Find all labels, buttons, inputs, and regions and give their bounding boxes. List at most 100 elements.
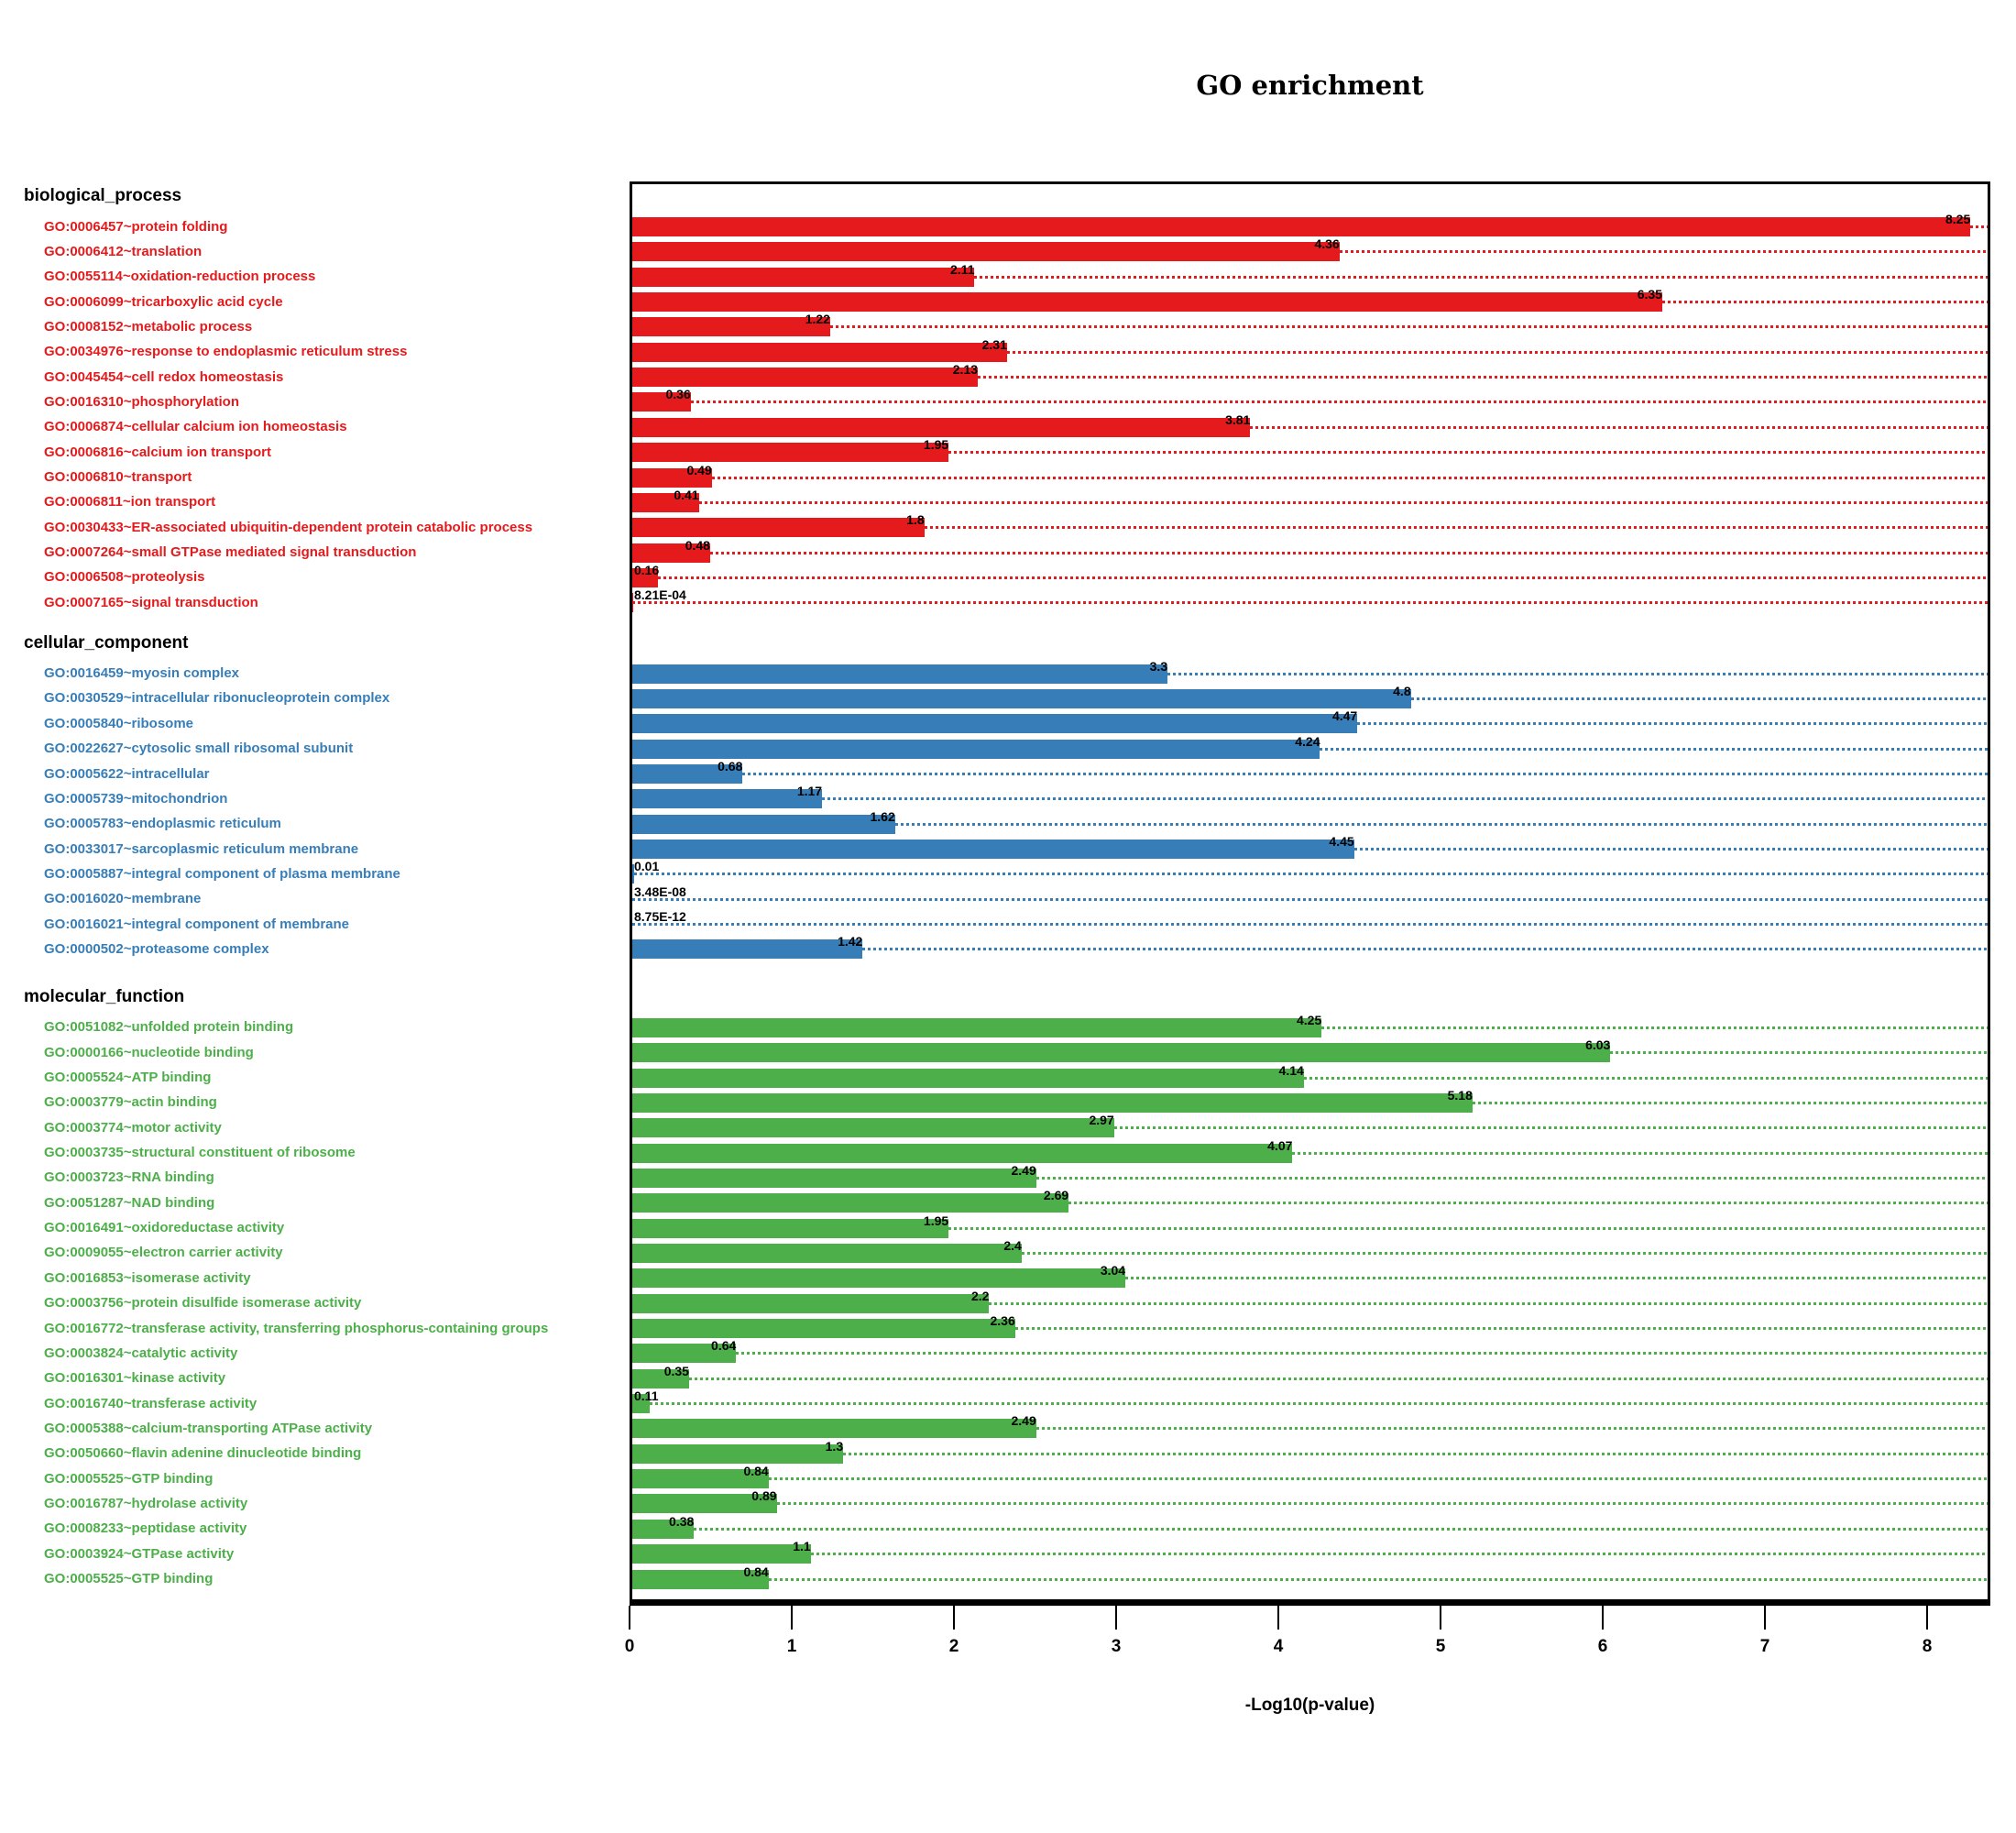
bar — [632, 267, 975, 287]
value-label: 8.25 — [1945, 212, 1971, 226]
leader-line — [633, 873, 1988, 876]
term-label: GO:0006816~calcium ion transport — [44, 444, 272, 460]
term-label: GO:0033017~sarcoplasmic reticulum membra… — [44, 840, 359, 857]
tick-label: 3 — [1111, 1637, 1122, 1656]
value-label: 1.1 — [793, 1539, 811, 1554]
term-label: GO:0016491~oxidoreductase activity — [44, 1220, 285, 1236]
leader-line — [1068, 1202, 1988, 1205]
chart-title: GO enrichment — [1196, 70, 1424, 101]
value-label: 0.41 — [674, 487, 699, 502]
value-label: 0.36 — [665, 387, 691, 402]
bar-row: 2.11 — [632, 262, 1988, 287]
leader-line — [948, 1226, 1988, 1230]
leader-line — [948, 451, 1988, 455]
bar — [632, 664, 1168, 684]
term-label: GO:0005525~GTP binding — [44, 1571, 214, 1586]
bar-row: 1.8 — [632, 512, 1988, 538]
term-label: GO:0005525~GTP binding — [44, 1470, 214, 1487]
bar-row: 8.75E-12 — [632, 909, 1988, 934]
term-label: GO:0050660~flavin adenine dinucleotide b… — [44, 1445, 362, 1462]
value-label: 3.3 — [1149, 658, 1168, 674]
bar-row: 2.2 — [632, 1289, 1988, 1313]
value-label: 4.36 — [1314, 236, 1340, 252]
bar-row: 1.3 — [632, 1439, 1988, 1464]
leader-line — [632, 923, 1988, 927]
term-label: GO:0005388~calcium-transporting ATPase a… — [44, 1420, 373, 1436]
leader-line — [736, 1352, 1988, 1356]
leader-line — [1339, 250, 1988, 254]
bar-row: 0.01 — [632, 859, 1988, 884]
leader-line — [1661, 301, 1988, 304]
term-label: GO:0016021~integral component of membran… — [44, 916, 350, 932]
leader-line — [694, 1527, 1988, 1531]
value-label: 4.8 — [1393, 683, 1411, 698]
bar — [632, 543, 710, 563]
bar — [632, 1544, 811, 1564]
leader-line — [658, 576, 1988, 579]
term-label: GO:0051082~unfolded protein binding — [44, 1019, 294, 1036]
leader-line — [1021, 1251, 1988, 1255]
leader-line — [1125, 1277, 1988, 1280]
tick-label: 5 — [1435, 1637, 1446, 1656]
tick-label: 1 — [786, 1637, 797, 1656]
bar-row: 0.41 — [632, 488, 1988, 512]
leader-line — [862, 948, 1988, 951]
leader-line — [650, 1402, 1988, 1406]
term-label: GO:0045454~cell redox homeostasis — [44, 368, 284, 385]
value-label: 2.49 — [1011, 1162, 1036, 1178]
term-label: GO:0003824~catalytic activity — [44, 1345, 238, 1361]
leader-line — [1321, 1026, 1988, 1029]
leader-line — [1410, 697, 1988, 700]
term-label: GO:0006810~transport — [44, 469, 192, 485]
value-label: 4.45 — [1329, 834, 1354, 850]
value-label: 2.2 — [970, 1288, 990, 1303]
bar — [632, 1419, 1036, 1439]
value-label: 0.64 — [711, 1338, 737, 1354]
leader-line — [1353, 848, 1988, 851]
bar — [632, 1168, 1036, 1188]
bar — [632, 1268, 1126, 1289]
bar — [632, 1143, 1293, 1163]
value-label: 1.17 — [796, 784, 823, 799]
bar-row: 0.38 — [632, 1514, 1988, 1539]
leader-line — [978, 376, 1988, 379]
bar — [632, 1394, 651, 1414]
tick-mark — [1115, 1606, 1117, 1630]
term-label: GO:0009055~electron carrier activity — [44, 1245, 283, 1261]
value-label: 2.36 — [990, 1313, 1015, 1328]
term-label: GO:0003924~GTPase activity — [44, 1545, 235, 1562]
bar-row: 0.36 — [632, 387, 1988, 412]
bar — [632, 368, 978, 388]
term-label: GO:0003735~structural constituent of rib… — [44, 1145, 356, 1161]
term-label: GO:0051287~NAD binding — [44, 1194, 215, 1211]
bar — [632, 714, 1358, 734]
bar — [632, 292, 1662, 313]
bar-row: 1.42 — [632, 934, 1988, 960]
term-label: GO:0000166~nucleotide binding — [44, 1044, 254, 1060]
term-label: GO:0008233~peptidase activity — [44, 1520, 247, 1537]
leader-line — [742, 773, 1988, 775]
bar — [632, 518, 925, 538]
bar-row: 2.49 — [632, 1163, 1988, 1188]
term-label: GO:0006811~ion transport — [44, 494, 216, 510]
bar — [632, 1569, 769, 1589]
leader-line — [810, 1553, 1988, 1556]
term-label: GO:0003756~protein disulfide isomerase a… — [44, 1295, 362, 1312]
bar — [632, 840, 1354, 860]
value-label: 0.84 — [743, 1564, 769, 1579]
term-label: GO:0007165~signal transduction — [44, 594, 258, 610]
bar-row: 0.16 — [632, 563, 1988, 587]
term-label: GO:0005524~ATP binding — [44, 1070, 212, 1085]
leader-line — [1472, 1101, 1988, 1104]
term-label: GO:0005783~endoplasmic reticulum — [44, 816, 281, 832]
bar — [632, 864, 634, 884]
bar — [632, 1293, 990, 1313]
bar-row: 4.14 — [632, 1063, 1988, 1088]
value-label: 8.75E-12 — [634, 909, 686, 925]
bar-row: 2.97 — [632, 1113, 1988, 1138]
value-label: 1.8 — [906, 512, 925, 528]
bar-row: 4.47 — [632, 708, 1988, 734]
value-label: 4.24 — [1295, 733, 1320, 749]
bar-row: 3.3 — [632, 659, 1988, 684]
value-label: 1.22 — [805, 312, 830, 327]
